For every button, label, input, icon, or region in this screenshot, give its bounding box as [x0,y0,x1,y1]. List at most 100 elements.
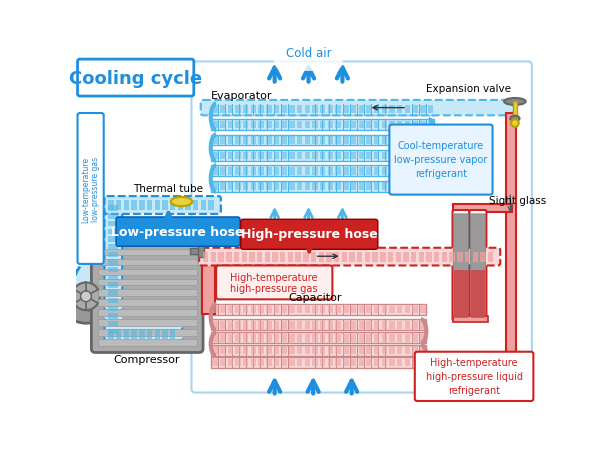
FancyBboxPatch shape [116,217,240,247]
Bar [253,120,254,131]
Bar [266,334,272,342]
Bar [385,333,386,344]
FancyBboxPatch shape [452,211,470,321]
Bar [211,304,426,315]
Bar [412,321,418,329]
FancyBboxPatch shape [201,101,513,116]
Bar [412,320,413,330]
Bar [243,167,249,175]
Bar [371,166,372,177]
Bar [305,347,310,354]
Bar [211,345,426,356]
Bar [212,321,218,329]
Bar [420,321,426,329]
Bar [322,105,323,115]
Bar [251,137,256,145]
Bar [239,166,240,177]
Bar [266,183,272,191]
Bar [251,152,256,160]
Bar [322,120,323,131]
Bar [98,249,197,256]
Bar [243,152,249,160]
Bar [289,334,294,342]
Bar [312,321,318,329]
Bar [381,152,387,160]
Bar [294,105,296,115]
Bar [405,304,406,315]
Bar [312,334,318,342]
Bar [243,137,249,145]
Bar [289,359,294,367]
Bar [108,229,119,234]
Bar [226,252,231,262]
Bar [232,105,233,115]
Bar [220,137,225,145]
Bar [260,345,261,356]
Bar [108,313,119,319]
Bar [343,137,349,145]
Bar [343,106,349,114]
Text: Low-temperature
low-pressure gas: Low-temperature low-pressure gas [81,156,100,222]
Bar [336,304,337,315]
Bar [212,306,218,313]
Bar [405,306,410,313]
Bar [98,259,197,266]
Bar [367,321,372,329]
Bar [201,201,206,211]
Bar [381,121,387,129]
Bar [334,252,339,262]
Bar [428,137,433,145]
Bar [281,121,287,129]
Bar [349,252,355,262]
Bar [420,152,426,160]
Bar [364,333,365,344]
Bar [108,252,119,258]
Bar [211,320,426,330]
Bar [232,304,233,315]
Bar [351,334,356,342]
Bar [389,167,395,175]
Bar [420,183,426,191]
Bar [320,152,325,160]
Text: Cool-temperature
low-pressure vapor
refrigerant: Cool-temperature low-pressure vapor refr… [395,141,488,179]
Bar [260,357,261,368]
Bar [243,183,249,191]
Bar [343,345,344,356]
Bar [296,252,301,262]
Bar [357,333,358,344]
Bar [343,320,344,330]
Bar [412,306,418,313]
Bar [294,151,296,162]
Bar [328,137,333,145]
Bar [190,248,199,254]
Bar [389,152,395,160]
Bar [228,152,233,160]
Bar [108,260,119,265]
Text: Evaporator: Evaporator [211,91,272,101]
Bar [246,151,247,162]
Bar [312,106,318,114]
Bar [228,359,233,367]
Bar [305,106,310,114]
Bar [343,182,344,192]
Bar [336,151,337,162]
Bar [211,105,434,115]
Bar [281,347,287,354]
Bar [359,121,364,129]
Bar [243,347,249,354]
Bar [357,151,358,162]
Bar [251,359,256,367]
Bar [426,135,427,146]
Bar [513,102,517,119]
Bar [449,252,455,262]
Bar [371,120,372,131]
Bar [381,137,387,145]
Bar [266,106,272,114]
Bar [385,182,386,192]
Bar [397,359,402,367]
Bar [108,214,119,219]
FancyBboxPatch shape [470,270,486,318]
Bar [228,167,233,175]
Bar [357,252,362,262]
Bar [359,152,364,160]
